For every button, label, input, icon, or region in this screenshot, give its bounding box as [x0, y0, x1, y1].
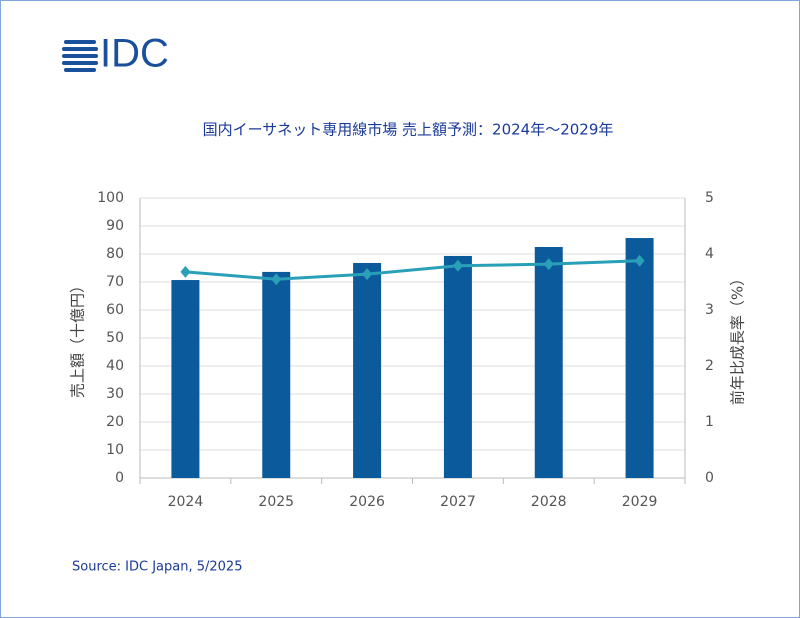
line-marker [180, 265, 191, 278]
y2-tick-label: 4 [705, 246, 714, 262]
y2-tick-label: 3 [705, 302, 714, 318]
y-tick-label: 40 [106, 358, 124, 374]
y-tick-label: 60 [106, 302, 124, 318]
line-marker [452, 259, 463, 272]
y2-tick-label: 5 [705, 190, 714, 206]
y2-axis-label: 前年比成長率（%） [729, 271, 747, 405]
chart-title: 国内イーサネット専用線市場 売上額予測：2024年～2029年 [203, 121, 614, 139]
x-tick-label: 2026 [349, 494, 385, 510]
bar [171, 280, 200, 478]
y-tick-label: 90 [106, 218, 124, 234]
line-marker [362, 268, 373, 281]
logo-mark [62, 40, 98, 72]
line-marker [271, 273, 282, 286]
x-tick-label: 2025 [258, 494, 294, 510]
line-marker [634, 254, 645, 267]
bar [534, 247, 563, 478]
x-tick-label: 2029 [622, 494, 658, 510]
y2-tick-label: 2 [705, 358, 714, 374]
y-axis-label: 売上額（十億円） [69, 278, 87, 398]
y-tick-label: 100 [97, 190, 124, 206]
y-tick-label: 80 [106, 246, 124, 262]
y-tick-label: 20 [106, 414, 124, 430]
y-tick-label: 10 [106, 442, 124, 458]
source-note: Source: IDC Japan, 5/2025 [72, 560, 242, 575]
line [185, 259, 640, 281]
y2-tick-label: 1 [705, 414, 714, 430]
x-tick-label: 2027 [440, 494, 476, 510]
y-tick-label: 30 [106, 386, 124, 402]
bar [262, 271, 291, 478]
y-tick-label: 0 [115, 470, 124, 486]
bar [353, 262, 382, 478]
y-tick-label: 70 [106, 274, 124, 290]
x-tick-label: 2024 [168, 494, 204, 510]
line-marker [543, 258, 554, 271]
x-tick-label: 2028 [531, 494, 567, 510]
logo-text: IDC [100, 32, 169, 76]
bar [625, 238, 654, 478]
y-tick-label: 50 [106, 330, 124, 346]
bar [443, 255, 472, 478]
y2-tick-label: 0 [705, 470, 714, 486]
